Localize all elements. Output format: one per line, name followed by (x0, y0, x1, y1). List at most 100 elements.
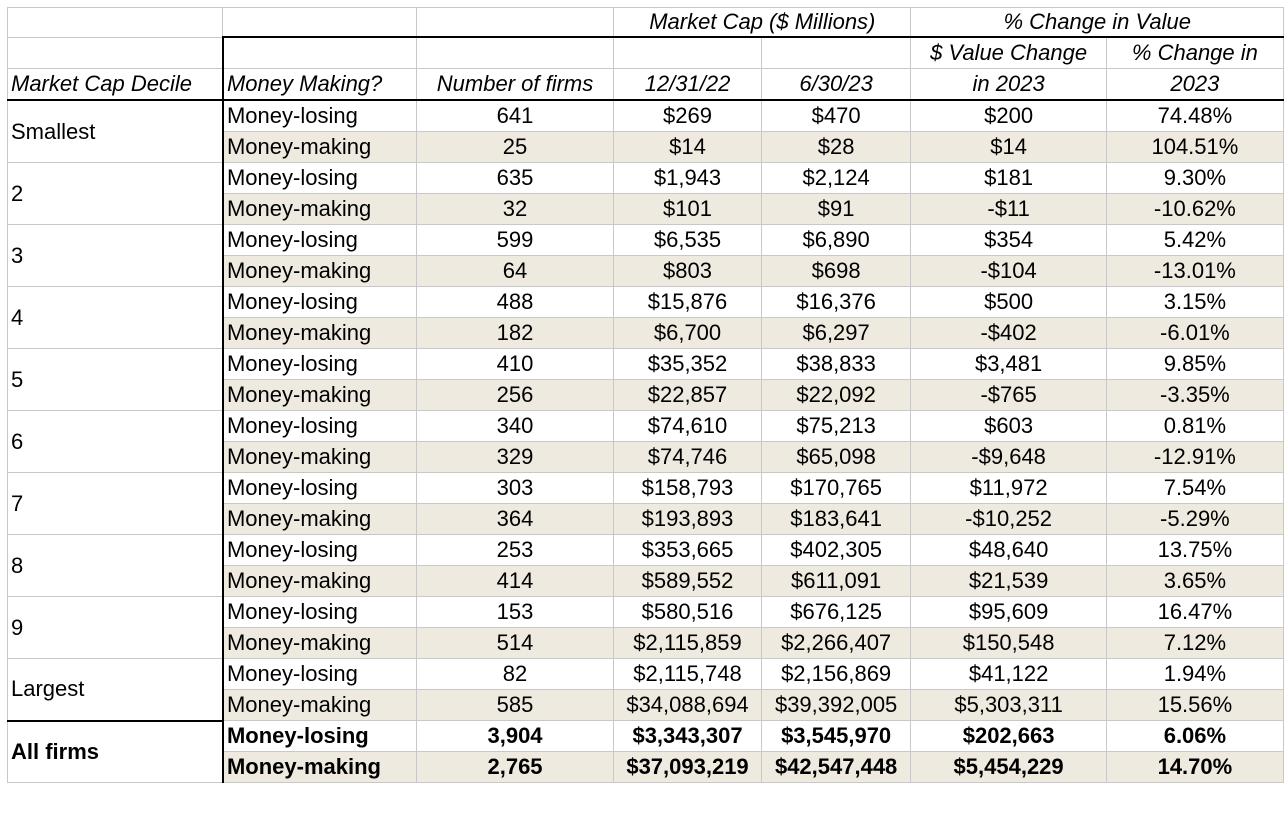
table-row: Money-making 414 $589,552 $611,091 $21,539 3.… (8, 565, 1284, 597)
market-cap-1231-cell: $2,115,748 (613, 658, 762, 690)
money-making-cell: Money-losing (221, 162, 417, 194)
pct-change-cell: 15.56% (1105, 689, 1284, 721)
pct-change-cell: 9.85% (1105, 348, 1284, 380)
table-row: Money-making 585 $34,088,694 $39,392,005 $5,… (8, 689, 1284, 721)
pct-change-cell: 104.51% (1105, 131, 1284, 163)
pct-change-cell: 13.75% (1105, 534, 1284, 566)
value-change-cell: $150,548 (910, 627, 1107, 659)
market-cap-0630-cell: $3,545,970 (760, 720, 912, 752)
value-change-cell: -$9,648 (910, 441, 1107, 473)
pct-change-cell: 7.12% (1105, 627, 1284, 659)
decile-label: 5 (6, 348, 224, 411)
num-firms-cell: 64 (415, 255, 615, 287)
num-firms-cell: 25 (415, 131, 615, 163)
market-cap-1231-cell: $101 (613, 193, 762, 225)
table-row: 9 Money-losing 153 $580,516 $676,125 $95,609 1… (6, 596, 1284, 659)
table-row: 7 Money-losing 303 $158,793 $170,765 $11,972 7… (6, 472, 1284, 535)
money-making-cell: Money-losing (221, 534, 417, 566)
num-firms-cell: 340 (415, 410, 615, 442)
pct-change-cell: 74.48% (1105, 99, 1284, 132)
date1-header: 12/31/22 (613, 68, 762, 101)
decile-label: All firms (6, 719, 224, 783)
table-row: Money-making 32 $101 $91 -$11 -10.62% (8, 193, 1284, 225)
table-row: All firms Money-losing 3,904 $3,343,307 $3,5… (6, 719, 1284, 783)
money-making-cell: Money-making (221, 689, 417, 721)
money-making-cell: Money-losing (221, 348, 417, 380)
money-making-cell: Money-losing (221, 596, 417, 628)
value-change-cell: -$11 (910, 193, 1107, 225)
value-change-cell: -$765 (910, 379, 1107, 411)
market-cap-1231-cell: $22,857 (613, 379, 762, 411)
money-making-cell: Money-losing (221, 286, 417, 318)
pct-change-cell: -12.91% (1105, 441, 1284, 473)
table-row: 6 Money-losing 340 $74,610 $75,213 $603 0.81% (6, 410, 1284, 473)
decile-label: 6 (6, 410, 224, 473)
table-row: 8 Money-losing 253 $353,665 $402,305 $48,640 1… (6, 534, 1284, 597)
num-firms-cell: 364 (415, 503, 615, 535)
money-making-header: Money Making? (221, 68, 417, 101)
value-change-header-line1: $ Value Change (910, 36, 1107, 69)
value-change-cell: $11,972 (910, 472, 1107, 504)
num-firms-cell: 635 (415, 162, 615, 194)
market-cap-0630-cell: $16,376 (760, 286, 912, 318)
value-change-cell: $5,454,229 (910, 751, 1107, 783)
pct-change-cell: 1.94% (1105, 658, 1284, 690)
value-change-cell: $202,663 (910, 720, 1107, 752)
decile-label: 7 (6, 472, 224, 535)
table-row: 3 Money-losing 599 $6,535 $6,890 $354 5.42% (6, 224, 1284, 287)
market-cap-0630-cell: $183,641 (760, 503, 912, 535)
money-making-cell: Money-making (221, 441, 417, 473)
money-making-cell: Money-losing (221, 99, 417, 132)
num-firms-cell: 585 (415, 689, 615, 721)
table-row: 2 Money-losing 635 $1,943 $2,124 $181 9.30% (6, 162, 1284, 225)
pct-change-group-header: % Change in Value (910, 7, 1284, 38)
pct-change-cell: 14.70% (1105, 751, 1284, 783)
market-cap-0630-cell: $6,297 (760, 317, 912, 349)
num-firms-cell: 303 (415, 472, 615, 504)
market-cap-0630-cell: $170,765 (760, 472, 912, 504)
table-row: 4 Money-losing 488 $15,876 $16,376 $500 3.15% (6, 286, 1284, 349)
market-cap-1231-cell: $580,516 (613, 596, 762, 628)
num-firms-cell: 488 (415, 286, 615, 318)
num-firms-cell: 329 (415, 441, 615, 473)
value-change-cell: $181 (910, 162, 1107, 194)
market-cap-1231-cell: $3,343,307 (613, 720, 762, 752)
num-firms-cell: 414 (415, 565, 615, 597)
value-change-cell: -$10,252 (910, 503, 1107, 535)
pct-change-cell: 6.06% (1105, 720, 1284, 752)
market-cap-0630-cell: $22,092 (760, 379, 912, 411)
pct-change-cell: 3.15% (1105, 286, 1284, 318)
money-making-cell: Money-losing (221, 658, 417, 690)
market-cap-0630-cell: $2,124 (760, 162, 912, 194)
num-firms-cell: 182 (415, 317, 615, 349)
market-cap-0630-cell: $698 (760, 255, 912, 287)
num-firms-cell: 82 (415, 658, 615, 690)
value-change-header-line2: in 2023 (910, 68, 1107, 101)
money-making-cell: Money-making (221, 379, 417, 411)
market-cap-1231-cell: $74,746 (613, 441, 762, 473)
market-cap-0630-cell: $65,098 (760, 441, 912, 473)
value-change-cell: $95,609 (910, 596, 1107, 628)
pct-change-cell: -6.01% (1105, 317, 1284, 349)
market-cap-0630-cell: $611,091 (760, 565, 912, 597)
money-making-cell: Money-making (221, 627, 417, 659)
num-firms-cell: 253 (415, 534, 615, 566)
decile-label: 2 (6, 162, 224, 225)
market-cap-1231-cell: $2,115,859 (613, 627, 762, 659)
table-row: Money-making 25 $14 $28 $14 104.51% (8, 131, 1284, 163)
value-change-cell: $48,640 (910, 534, 1107, 566)
table-row: Money-making 514 $2,115,859 $2,266,407 $150,… (8, 627, 1284, 659)
table-row: Money-making 256 $22,857 $22,092 -$765 -3.35% (8, 379, 1284, 411)
decile-label: 4 (6, 286, 224, 349)
market-cap-1231-cell: $35,352 (613, 348, 762, 380)
money-making-cell: Money-making (221, 317, 417, 349)
market-cap-1231-cell: $193,893 (613, 503, 762, 535)
pct-change-cell: -10.62% (1105, 193, 1284, 225)
num-firms-cell: 410 (415, 348, 615, 380)
money-making-cell: Money-losing (221, 720, 417, 752)
header-row-line2: Market Cap Decile Money Making? Number o… (6, 68, 1284, 101)
header-row-line1: $ Value Change % Change in (6, 36, 1284, 69)
decile-label: 3 (6, 224, 224, 287)
pct-change-cell: -5.29% (1105, 503, 1284, 535)
money-making-cell: Money-making (221, 503, 417, 535)
